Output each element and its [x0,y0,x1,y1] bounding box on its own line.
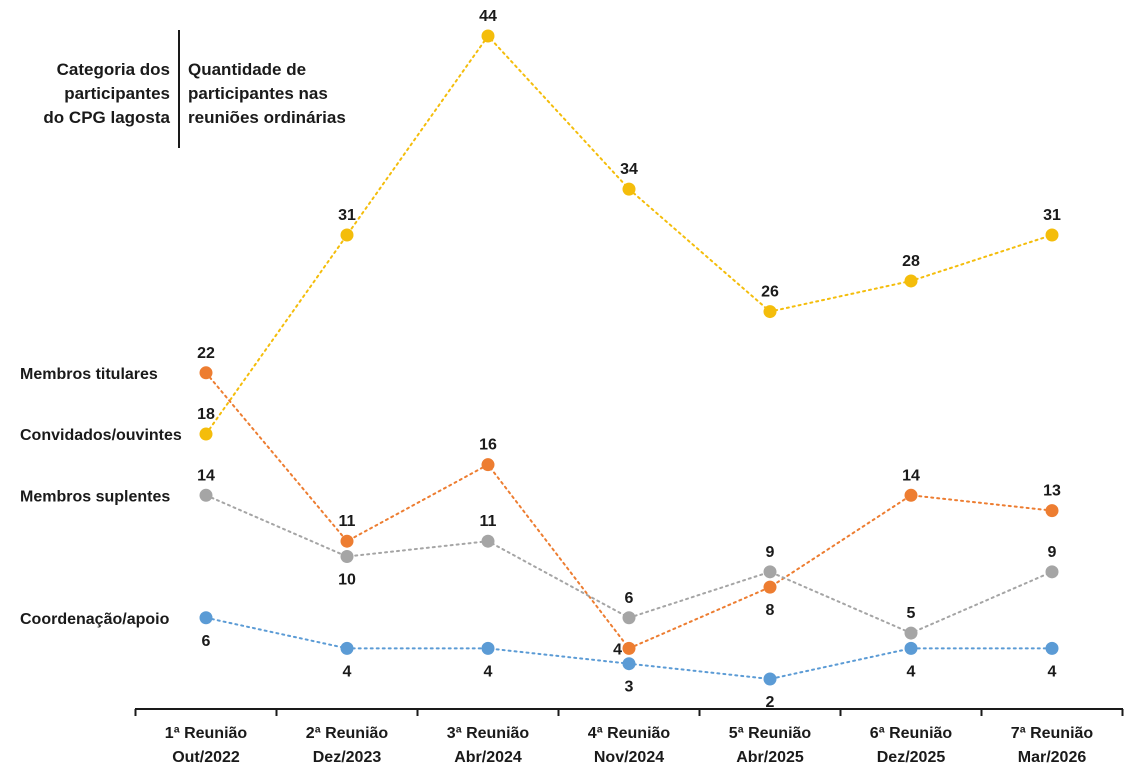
data-point [904,641,918,655]
data-label: 4 [907,663,916,680]
data-label: 10 [338,572,356,589]
data-point [1045,565,1059,579]
data-label: 4 [613,641,622,658]
x-tick-label: Dez/2023 [313,749,382,765]
data-label: 44 [479,8,497,25]
data-point [763,580,777,594]
data-point [481,641,495,655]
data-point [622,641,636,655]
data-point [763,672,777,686]
data-label: 14 [197,467,215,484]
header-category-line: do CPG lagosta [43,108,170,127]
data-point [1045,228,1059,242]
series-line [205,34,1053,436]
x-tick-label: 5ª Reunião [729,725,812,742]
x-tick-label: Mar/2026 [1018,749,1087,765]
data-point [481,534,495,548]
x-tick-label: Abr/2024 [454,749,522,765]
data-label: 28 [902,253,920,270]
data-label: 34 [620,161,638,178]
data-label: 26 [761,284,779,301]
data-label: 6 [625,590,634,607]
data-point [763,305,777,319]
data-label: 9 [766,544,775,561]
data-point [904,274,918,288]
header-divider [178,30,180,148]
series-name-label: Membros suplentes [20,488,170,505]
data-point [622,657,636,671]
x-tick-label: 2ª Reunião [306,725,389,742]
data-label: 31 [338,207,356,224]
x-tick-label: Dez/2025 [877,749,946,765]
data-point [199,366,213,380]
x-tick-label: 1ª Reunião [165,725,248,742]
header-quantity-label: Quantidade de participantes nas reuniões… [188,58,428,130]
data-point [199,427,213,441]
header-quantity-line: Quantidade de [188,60,307,79]
data-point [199,488,213,502]
data-label: 16 [479,437,497,454]
x-tick-label: Out/2022 [172,749,240,765]
series-name-label: Convidados/ouvintes [20,427,182,444]
series-line [205,371,1053,650]
data-label: 14 [902,467,920,484]
x-tick-label: Nov/2024 [594,749,664,765]
data-point [622,611,636,625]
data-label: 9 [1048,544,1057,561]
series-name-label: Membros titulares [20,366,158,383]
x-tick-label: 4ª Reunião [588,725,671,742]
data-label: 4 [343,663,352,680]
data-point [763,565,777,579]
data-label: 31 [1043,207,1061,224]
data-point [340,641,354,655]
header-category-label: Categoria dos participantes do CPG lagos… [20,58,170,130]
data-point [904,488,918,502]
data-label: 4 [484,663,493,680]
data-point [1045,504,1059,518]
series-name-label: Coordenação/apoio [20,611,170,628]
header-quantity-line: reuniões ordinárias [188,108,346,127]
data-label: 22 [197,345,215,362]
data-point [622,182,636,196]
data-point [904,626,918,640]
data-point [340,534,354,548]
header-category-line: Categoria dos [56,60,170,79]
data-point [481,458,495,472]
data-point [340,550,354,564]
data-label: 8 [766,602,775,619]
x-tick-label: Abr/2025 [736,749,804,765]
data-label: 4 [1048,663,1057,680]
data-label: 6 [202,633,211,650]
header-quantity-line: participantes nas [188,84,328,103]
data-point [481,29,495,43]
data-point [1045,641,1059,655]
data-label: 18 [197,406,215,423]
data-label: 3 [625,679,634,696]
header-category-line: participantes [64,84,170,103]
data-point [340,228,354,242]
data-label: 11 [339,513,356,530]
data-label: 2 [766,694,775,711]
data-label: 11 [480,513,497,530]
x-tick-label: 6ª Reunião [870,725,953,742]
data-label: 13 [1043,483,1061,500]
x-tick-label: 7ª Reunião [1011,725,1094,742]
data-label: 5 [907,605,916,622]
x-tick-label: 3ª Reunião [447,725,530,742]
data-point [199,611,213,625]
